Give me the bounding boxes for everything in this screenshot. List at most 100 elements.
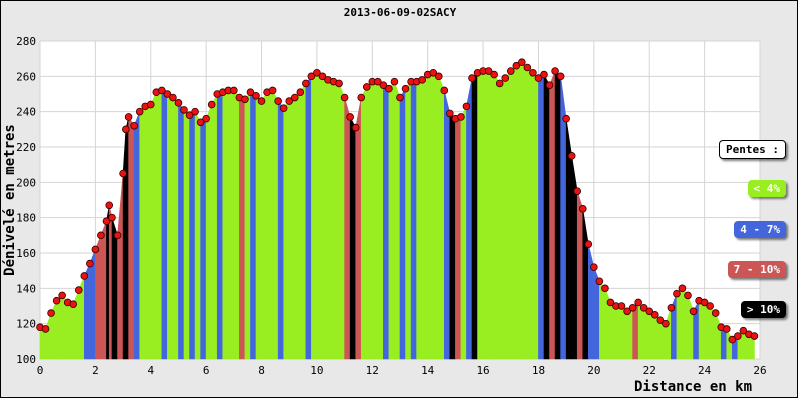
elevation-point <box>734 332 742 340</box>
legend-title: Pentes : <box>719 140 786 159</box>
elevation-point <box>174 99 183 107</box>
legend-item-under-4: < 4% <box>747 180 786 197</box>
elevation-point <box>285 97 294 105</box>
elevation-point <box>639 303 648 312</box>
x-tick-label: 10 <box>310 364 323 377</box>
slope-band <box>421 73 428 360</box>
y-tick-label: 140 <box>16 282 36 295</box>
elevation-point <box>506 67 515 75</box>
slope-band <box>211 93 218 360</box>
y-tick-label: 100 <box>16 353 36 366</box>
slope-band <box>698 300 705 360</box>
elevation-point <box>490 70 498 79</box>
y-tick-label: 160 <box>16 247 36 260</box>
slope-band <box>294 91 301 360</box>
elevation-point <box>318 72 327 81</box>
x-axis-label: Distance en km <box>634 379 752 395</box>
elevation-point <box>457 113 465 121</box>
x-tick-label: 12 <box>366 364 379 377</box>
elevation-point <box>711 309 720 317</box>
elevation-point <box>302 79 310 88</box>
slope-band <box>106 205 110 360</box>
elevation-point <box>296 88 305 97</box>
slope-band <box>156 90 163 360</box>
elevation-point <box>446 109 454 118</box>
elevation-point <box>567 152 576 160</box>
elevation-point <box>722 325 731 333</box>
slope-band <box>377 81 384 360</box>
slope-band <box>161 89 168 360</box>
slope-band <box>416 79 423 360</box>
elevation-point <box>80 272 89 280</box>
elevation-point <box>468 74 476 82</box>
elevation-point <box>346 113 354 121</box>
slope-band <box>432 72 440 360</box>
elevation-point <box>379 81 388 89</box>
slope-band <box>516 61 523 360</box>
elevation-point <box>230 86 238 95</box>
x-tick-label: 18 <box>532 364 545 377</box>
elevation-point <box>401 84 410 93</box>
elevation-point <box>290 93 299 102</box>
x-tick-label: 8 <box>258 364 265 377</box>
elevation-point <box>689 307 698 316</box>
elevation-point <box>102 217 111 226</box>
slope-band <box>399 87 406 360</box>
elevation-point <box>119 169 127 178</box>
slope-band <box>183 109 190 360</box>
elevation-point <box>534 74 543 82</box>
elevation-point <box>196 118 205 127</box>
slope-band <box>344 97 351 360</box>
slope-band <box>372 81 379 360</box>
elevation-point <box>385 84 393 93</box>
elevation-point <box>313 69 321 77</box>
elevation-point <box>130 122 138 130</box>
slope-band <box>300 82 307 360</box>
elevation-point <box>739 326 748 335</box>
elevation-point <box>495 79 504 88</box>
chart-title: 2013-06-09-02SACY <box>343 6 457 19</box>
slope-band <box>599 280 606 360</box>
slope-band <box>250 91 257 360</box>
elevation-point <box>650 311 659 319</box>
slope-band <box>228 90 235 360</box>
elevation-point <box>578 205 587 213</box>
elevation-points <box>36 58 759 344</box>
slope-band <box>455 116 462 360</box>
elevation-point <box>529 69 537 77</box>
slope-band <box>283 100 290 360</box>
elevation-point <box>678 284 687 293</box>
slope-band <box>277 100 284 360</box>
elevation-point <box>750 332 759 340</box>
slope-band <box>549 70 556 360</box>
slope-band <box>610 301 617 360</box>
slope-band <box>288 96 296 360</box>
elevation-point <box>601 284 609 293</box>
slope-band <box>327 79 334 360</box>
slope-band <box>488 70 495 360</box>
elevation-point <box>97 231 105 240</box>
elevation-point <box>191 107 199 116</box>
elevation-point <box>58 291 66 300</box>
elevation-point <box>163 90 172 98</box>
elevation-point <box>518 58 526 66</box>
elevation-point <box>202 114 210 123</box>
slope-band <box>571 155 578 360</box>
x-tick-label: 16 <box>476 364 489 377</box>
elevation-point <box>41 325 50 333</box>
elevation-point <box>595 277 604 286</box>
slope-band <box>427 72 434 360</box>
slope-band <box>493 73 500 360</box>
y-tick-label: 180 <box>16 212 36 225</box>
slope-band <box>189 111 196 360</box>
slope-band <box>316 72 323 360</box>
elevation-point <box>667 303 676 312</box>
elevation-point <box>673 289 681 298</box>
elevation-point <box>241 95 249 104</box>
elevation-point <box>584 240 593 248</box>
slope-band <box>239 97 246 360</box>
slope-band <box>338 83 345 360</box>
elevation-point <box>656 316 665 324</box>
slope-band <box>244 91 251 360</box>
slope-band <box>676 287 683 360</box>
